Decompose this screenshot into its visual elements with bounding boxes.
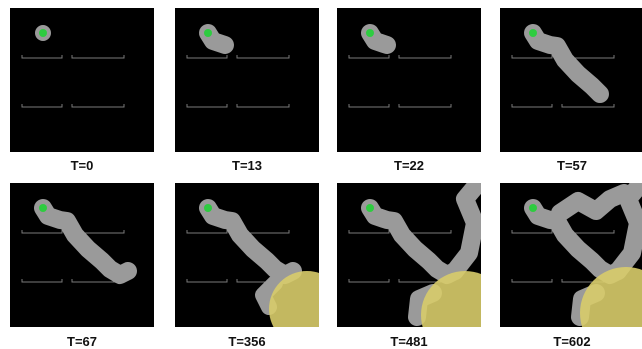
wall-segment <box>348 104 390 108</box>
wall-segment <box>561 104 615 108</box>
wall-segment <box>236 104 290 108</box>
caption-t13: T=13 <box>232 158 262 173</box>
start-marker <box>366 29 374 37</box>
frame-t0 <box>10 8 154 152</box>
wall-segment <box>186 104 228 108</box>
wall-segment <box>348 230 390 234</box>
caption-t602: T=602 <box>553 334 591 349</box>
start-marker <box>204 29 212 37</box>
explored-region <box>361 199 464 284</box>
frame-t602 <box>500 183 642 327</box>
explored-region <box>255 275 283 315</box>
frontier-region <box>421 271 481 327</box>
frame-t13 <box>175 8 319 152</box>
map-t57 <box>511 24 615 108</box>
frame-t57 <box>500 8 642 152</box>
map-t481 <box>348 183 481 327</box>
wall-segment <box>398 104 452 108</box>
frame-t22 <box>337 8 481 152</box>
explored-region <box>446 183 481 280</box>
wall-segment <box>236 55 290 59</box>
start-marker <box>204 204 212 212</box>
explored-region <box>199 199 302 284</box>
wall-segment <box>71 55 125 59</box>
start-marker <box>39 29 47 37</box>
caption-t481: T=481 <box>390 334 428 349</box>
frame-t481 <box>337 183 481 327</box>
wall-segment <box>511 279 553 283</box>
map-t13 <box>186 24 290 108</box>
caption-t57: T=57 <box>557 158 587 173</box>
map-t602 <box>511 183 642 327</box>
wall-segment <box>21 230 63 234</box>
caption-t22: T=22 <box>394 158 424 173</box>
wall-segment <box>186 279 228 283</box>
wall-segment <box>511 104 553 108</box>
wall-segment <box>186 55 228 59</box>
start-marker <box>529 29 537 37</box>
wall-segment <box>21 279 63 283</box>
map-t356 <box>186 199 319 327</box>
wall-segment <box>348 279 390 283</box>
explored-region <box>524 199 627 284</box>
start-marker <box>39 204 47 212</box>
wall-segment <box>186 230 228 234</box>
wall-segment <box>21 55 63 59</box>
frame-t356 <box>175 183 319 327</box>
frame-t67 <box>10 183 154 327</box>
caption-t356: T=356 <box>228 334 266 349</box>
wall-segment <box>511 55 553 59</box>
map-t67 <box>21 199 137 284</box>
explored-region <box>524 24 609 103</box>
caption-t0: T=0 <box>70 158 94 173</box>
frontier-region <box>269 271 319 327</box>
explored-region <box>34 199 137 284</box>
explored-region <box>551 184 633 222</box>
start-marker <box>366 204 374 212</box>
frontier-region <box>580 267 642 327</box>
wall-segment <box>71 104 125 108</box>
start-marker <box>529 204 537 212</box>
wall-segment <box>348 55 390 59</box>
wall-segment <box>511 230 553 234</box>
wall-segment <box>398 55 452 59</box>
wall-segment <box>21 104 63 108</box>
caption-t67: T=67 <box>67 334 97 349</box>
map-t22 <box>348 24 452 108</box>
map-t0 <box>21 25 125 108</box>
